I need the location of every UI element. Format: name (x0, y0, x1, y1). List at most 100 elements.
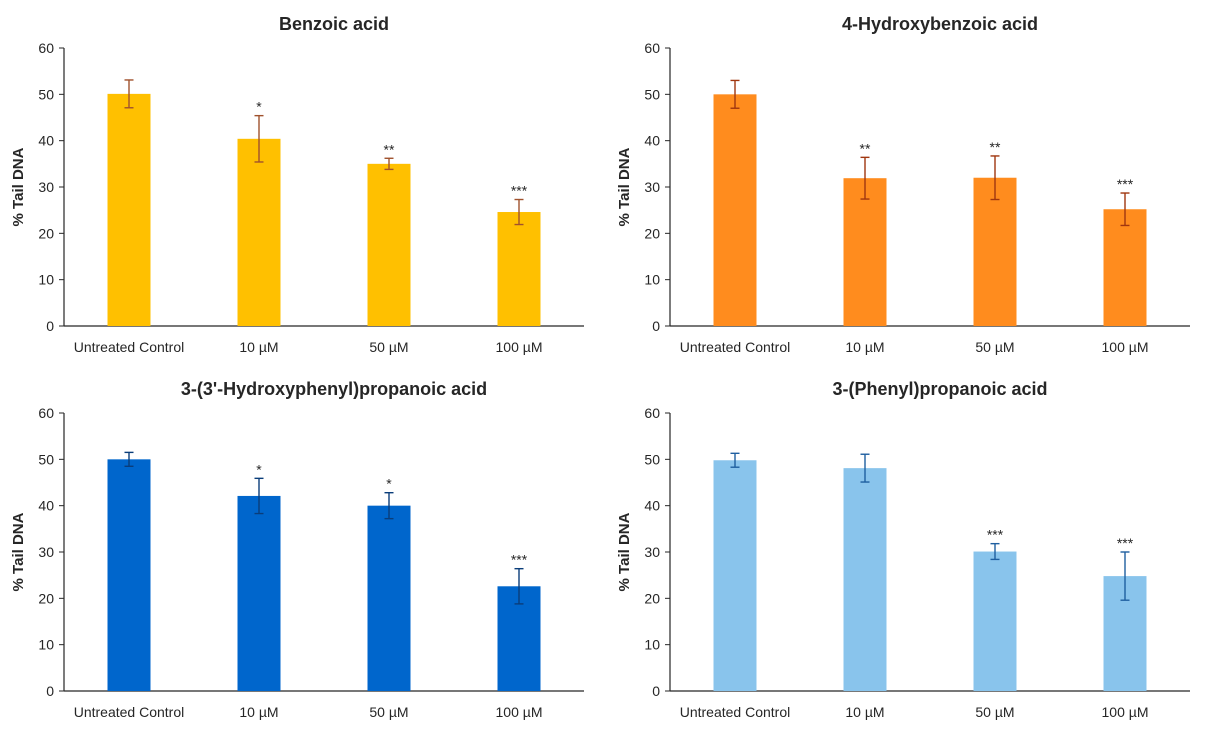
x-tick-label: 100 µM (1102, 704, 1149, 720)
x-tick-label: Untreated Control (680, 339, 791, 355)
bar-chart: 3-(3'-Hydroxyphenyl)propanoic acid % Tail… (10, 379, 584, 720)
bar (367, 505, 411, 691)
chart-panel-3-phenyl-propanoic-acid: 3-(Phenyl)propanoic acid % Tail DNA 0 10 20 3… (606, 365, 1212, 730)
error-bar (730, 79, 740, 109)
y-axis-label: % Tail DNA (10, 147, 27, 226)
y-tick-label: 0 (652, 683, 660, 699)
chart-title: Benzoic acid (279, 14, 389, 34)
bar (713, 460, 757, 691)
y-tick-label: 50 (644, 451, 660, 467)
x-tick-label: 100 µM (496, 704, 543, 720)
error-bar (990, 542, 1000, 561)
bar-chart: Benzoic acid % Tail DNA 0 10 20 30 40 50 60 Untre… (10, 14, 584, 355)
x-tick-label: 50 µM (369, 704, 408, 720)
y-tick-label: 60 (644, 40, 660, 56)
significance-marker: * (256, 99, 262, 115)
x-tick-label: 100 µM (496, 339, 543, 355)
bar (713, 94, 757, 326)
y-tick-label: 30 (644, 544, 660, 560)
y-tick-label: 0 (652, 318, 660, 334)
bar (973, 177, 1017, 326)
error-bar (254, 114, 264, 163)
y-tick-label: 50 (38, 451, 54, 467)
error-bar (1120, 551, 1130, 601)
chart-panel-benzoic-acid: Benzoic acid % Tail DNA 0 10 20 30 40 50 60 Untre… (0, 0, 606, 365)
significance-marker: *** (1117, 176, 1134, 192)
y-tick-label: 10 (644, 272, 660, 288)
error-bar (384, 491, 394, 520)
bar (107, 459, 151, 691)
chart-title: 4-Hydroxybenzoic acid (842, 14, 1038, 34)
y-tick-label: 40 (38, 133, 54, 149)
x-tick-label: Untreated Control (74, 339, 185, 355)
y-tick-label: 30 (38, 544, 54, 560)
error-bar (860, 453, 870, 483)
x-tick-label: 50 µM (369, 339, 408, 355)
y-tick-label: 20 (38, 590, 54, 606)
error-bar (124, 79, 134, 109)
significance-marker: ** (860, 140, 871, 156)
bar (237, 138, 281, 326)
chart-title: 3-(3'-Hydroxyphenyl)propanoic acid (181, 379, 487, 399)
y-tick-label: 40 (38, 498, 54, 514)
bar (973, 551, 1017, 691)
y-tick-label: 10 (38, 637, 54, 653)
y-tick-label: 10 (38, 272, 54, 288)
error-bar (384, 157, 394, 171)
y-tick-label: 0 (46, 683, 54, 699)
x-tick-label: 100 µM (1102, 339, 1149, 355)
significance-marker: *** (987, 527, 1004, 543)
y-axis-label: % Tail DNA (10, 512, 27, 591)
bar (1103, 209, 1147, 326)
bar-chart: 4-Hydroxybenzoic acid % Tail DNA 0 10 20 30 40… (616, 14, 1190, 355)
y-tick-label: 30 (644, 179, 660, 195)
y-tick-label: 50 (644, 86, 660, 102)
y-tick-label: 40 (644, 498, 660, 514)
significance-marker: * (386, 476, 392, 492)
error-bar (514, 198, 524, 226)
y-tick-label: 60 (38, 405, 54, 421)
error-bar (990, 155, 1000, 201)
y-tick-label: 20 (644, 225, 660, 241)
significance-marker: *** (1117, 535, 1134, 551)
x-tick-label: 10 µM (845, 704, 884, 720)
error-bar (514, 567, 524, 605)
bar (107, 93, 151, 327)
chart-panel-4-hydroxybenzoic-acid: 4-Hydroxybenzoic acid % Tail DNA 0 10 20 30 40… (606, 0, 1212, 365)
y-axis-label: % Tail DNA (616, 512, 633, 591)
y-tick-label: 10 (644, 637, 660, 653)
significance-marker: * (256, 461, 262, 477)
bar (497, 212, 541, 326)
y-axis-label: % Tail DNA (616, 147, 633, 226)
bar (367, 163, 411, 326)
y-tick-label: 60 (38, 40, 54, 56)
x-tick-label: 10 µM (845, 339, 884, 355)
chart-title: 3-(Phenyl)propanoic acid (832, 379, 1047, 399)
x-tick-label: Untreated Control (680, 704, 791, 720)
bar (843, 178, 887, 326)
y-tick-label: 50 (38, 86, 54, 102)
error-bar (254, 477, 264, 515)
significance-marker: ** (990, 139, 1001, 155)
y-tick-label: 20 (38, 225, 54, 241)
significance-marker: ** (384, 141, 395, 157)
y-tick-label: 30 (38, 179, 54, 195)
y-tick-label: 20 (644, 590, 660, 606)
y-tick-label: 60 (644, 405, 660, 421)
error-bar (1120, 192, 1130, 227)
x-tick-label: 10 µM (239, 339, 278, 355)
error-bar (860, 156, 870, 200)
x-tick-label: Untreated Control (74, 704, 185, 720)
x-tick-label: 50 µM (975, 704, 1014, 720)
error-bar (730, 452, 740, 468)
bar-chart: 3-(Phenyl)propanoic acid % Tail DNA 0 10 20 3… (616, 379, 1190, 720)
bar (843, 468, 887, 691)
y-tick-label: 40 (644, 133, 660, 149)
significance-marker: *** (511, 552, 528, 568)
y-tick-label: 0 (46, 318, 54, 334)
chart-panel-3-hydroxyphenyl-propanoic-acid: 3-(3'-Hydroxyphenyl)propanoic acid % Tail… (0, 365, 606, 730)
x-tick-label: 10 µM (239, 704, 278, 720)
error-bar (124, 451, 134, 467)
bar (237, 495, 281, 691)
significance-marker: *** (511, 183, 528, 199)
